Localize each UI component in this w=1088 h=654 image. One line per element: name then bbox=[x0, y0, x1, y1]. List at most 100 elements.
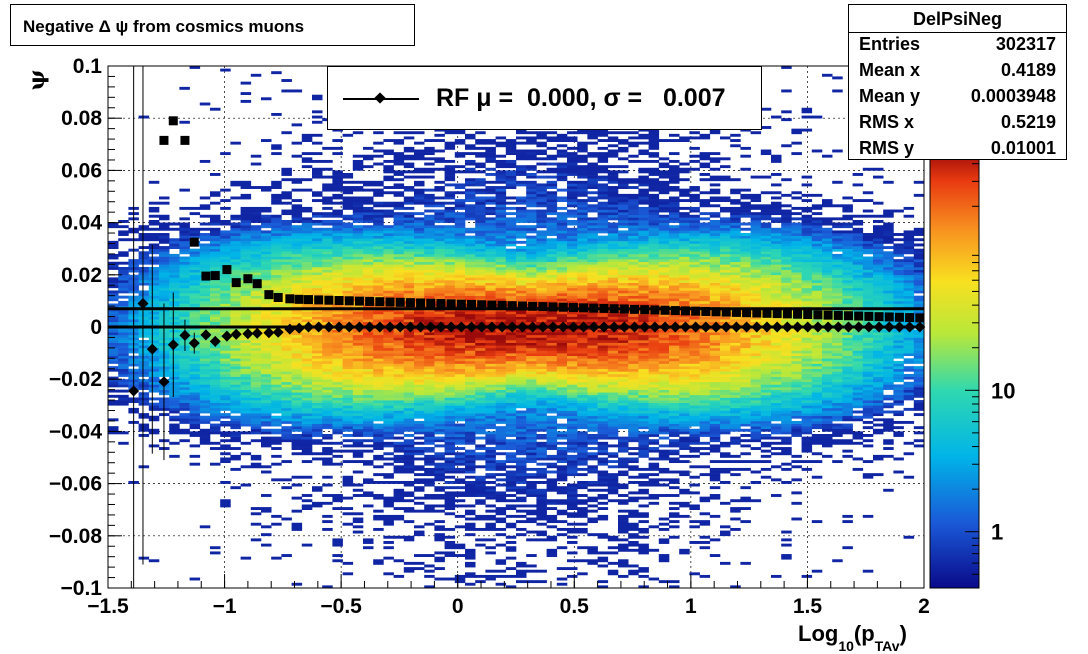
heatmap-cell bbox=[495, 165, 507, 169]
heatmap-cell bbox=[179, 316, 190, 320]
heatmap-cell bbox=[271, 290, 282, 294]
heatmap-cell bbox=[403, 410, 415, 414]
heatmap-cell bbox=[342, 418, 354, 422]
heatmap-cell bbox=[169, 303, 180, 307]
heatmap-cell bbox=[475, 342, 486, 346]
heatmap-cell bbox=[485, 235, 496, 239]
heatmap-cell bbox=[250, 360, 262, 364]
heatmap-cell bbox=[383, 337, 394, 341]
heatmap-cell bbox=[536, 295, 547, 299]
heatmap-cell bbox=[393, 574, 405, 578]
heatmap-cell bbox=[271, 478, 282, 482]
heatmap-cell bbox=[312, 290, 323, 294]
heatmap-cell bbox=[199, 347, 211, 351]
heatmap-cell bbox=[505, 175, 517, 179]
heatmap-cell bbox=[291, 227, 303, 231]
heatmap-cell bbox=[189, 397, 201, 401]
heatmap-cell bbox=[546, 366, 558, 370]
heatmap-cell bbox=[465, 261, 476, 265]
heatmap-cell bbox=[495, 188, 507, 192]
heatmap-cell bbox=[271, 447, 282, 450]
heatmap-cell bbox=[159, 277, 170, 281]
heatmap-cell bbox=[465, 381, 476, 385]
heatmap-cell bbox=[414, 457, 425, 461]
heatmap-cell bbox=[403, 248, 415, 252]
heatmap-cell bbox=[516, 504, 527, 508]
heatmap-cell bbox=[505, 454, 517, 458]
heatmap-cell bbox=[556, 381, 568, 385]
heatmap-cell bbox=[301, 159, 313, 163]
heatmap-cell bbox=[342, 319, 354, 323]
heatmap-cell bbox=[199, 376, 211, 380]
heatmap-cell bbox=[250, 376, 262, 380]
heatmap-cell bbox=[465, 415, 476, 419]
heatmap-cell bbox=[352, 214, 364, 218]
heatmap-cell bbox=[454, 434, 466, 437]
heatmap-cell bbox=[352, 431, 364, 435]
heatmap-cell bbox=[454, 293, 466, 296]
heatmap-cell bbox=[373, 235, 384, 239]
heatmap-cell bbox=[546, 350, 558, 354]
heatmap-cell bbox=[199, 261, 211, 265]
heatmap-cell bbox=[393, 394, 405, 398]
heatmap-cell bbox=[454, 206, 466, 210]
heatmap-cell bbox=[179, 261, 190, 265]
heatmap-cell bbox=[516, 342, 527, 346]
heatmap-cell bbox=[169, 246, 180, 249]
heatmap-cell bbox=[556, 434, 568, 437]
heatmap-cell bbox=[261, 319, 272, 323]
heatmap-cell bbox=[261, 274, 272, 278]
heatmap-cell bbox=[393, 243, 405, 247]
heatmap-cell bbox=[240, 342, 252, 346]
heatmap-cell bbox=[261, 251, 272, 255]
heatmap-cell bbox=[138, 342, 150, 346]
heatmap-cell bbox=[240, 206, 252, 210]
heatmap-cell bbox=[556, 379, 568, 383]
heatmap-cell bbox=[261, 400, 272, 403]
heatmap-cell bbox=[312, 316, 323, 320]
heatmap-cell bbox=[556, 353, 568, 357]
heatmap-cell bbox=[403, 400, 415, 403]
heatmap-cell bbox=[475, 253, 486, 257]
heatmap-cell bbox=[373, 272, 384, 276]
heatmap-cell bbox=[516, 261, 527, 265]
heatmap-cell bbox=[465, 214, 476, 218]
heatmap-cell bbox=[220, 431, 231, 435]
heatmap-cell bbox=[312, 282, 323, 286]
heatmap-cell bbox=[210, 256, 221, 260]
heatmap-cell bbox=[322, 368, 333, 372]
heatmap-cell bbox=[363, 381, 374, 385]
heatmap-cell bbox=[352, 397, 364, 401]
heatmap-cell bbox=[454, 319, 466, 323]
heatmap-cell bbox=[271, 222, 282, 226]
heatmap-cell bbox=[312, 94, 323, 98]
heatmap-cell bbox=[118, 334, 129, 338]
heatmap-cell bbox=[434, 567, 445, 571]
heatmap-cell bbox=[546, 501, 558, 505]
heatmap-cell bbox=[271, 363, 282, 367]
heatmap-cell bbox=[383, 436, 394, 440]
heatmap-cell bbox=[393, 246, 405, 249]
heatmap-cell bbox=[322, 167, 333, 171]
heatmap-cell bbox=[301, 285, 313, 289]
heatmap-cell bbox=[505, 264, 517, 268]
heatmap-cell bbox=[383, 280, 394, 283]
heatmap-cell bbox=[138, 426, 150, 430]
heatmap-cell bbox=[363, 546, 374, 550]
heatmap-cell bbox=[148, 428, 160, 432]
heatmap-cell bbox=[556, 567, 568, 571]
heatmap-cell bbox=[352, 264, 364, 268]
heatmap-cell bbox=[485, 186, 496, 189]
heatmap-cell bbox=[403, 332, 415, 336]
heatmap-cell bbox=[403, 246, 415, 249]
heatmap-cell bbox=[352, 413, 364, 417]
heatmap-cell bbox=[434, 439, 445, 443]
heatmap-cell bbox=[363, 491, 374, 495]
heatmap-cell bbox=[352, 204, 364, 208]
heatmap-cell bbox=[332, 543, 343, 547]
heatmap-cell bbox=[271, 379, 282, 383]
heatmap-cell bbox=[403, 337, 415, 341]
heatmap-cell bbox=[393, 467, 405, 471]
heatmap-cell bbox=[179, 243, 190, 247]
heatmap-cell bbox=[536, 246, 547, 249]
